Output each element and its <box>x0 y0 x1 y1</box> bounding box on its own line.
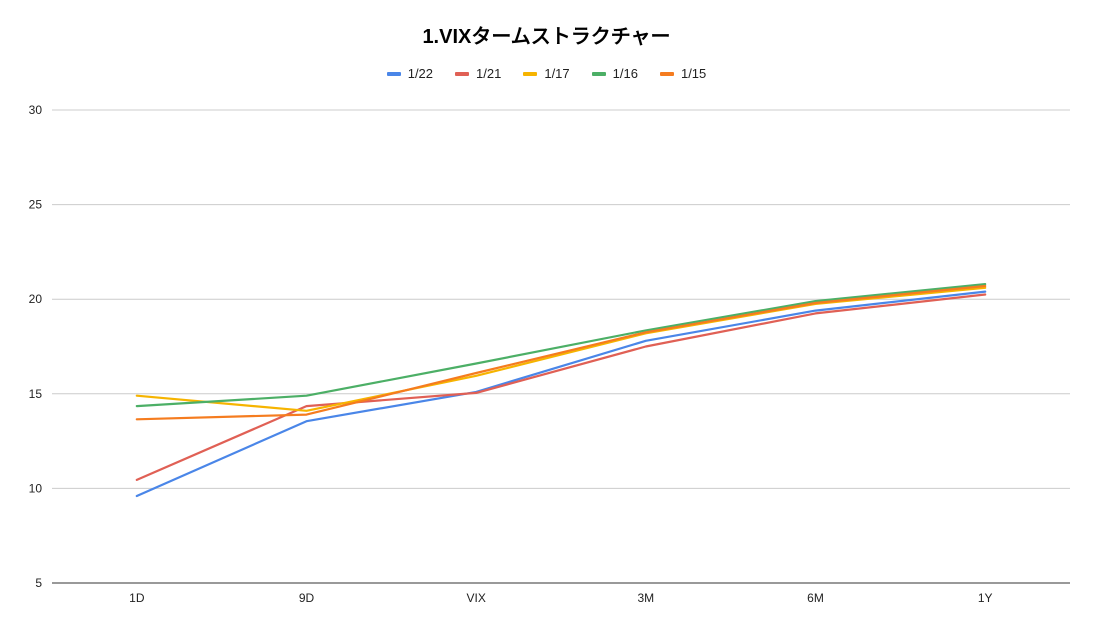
y-tick-label: 30 <box>29 103 43 117</box>
legend-item[interactable]: 1/22 <box>386 66 434 81</box>
legend-swatch <box>659 71 674 76</box>
legend-label: 1/21 <box>476 66 502 81</box>
legend-item[interactable]: 1/21 <box>455 66 501 81</box>
x-tick-label: VIX <box>466 591 485 605</box>
legend-item[interactable]: 1/15 <box>659 66 707 81</box>
x-tick-label: 9D <box>299 591 315 605</box>
legend-label: 1/22 <box>407 66 434 81</box>
legend-swatch <box>523 71 538 76</box>
legend-item[interactable]: 1/16 <box>591 66 638 81</box>
series-line-1-21 <box>135 293 987 481</box>
legend-item[interactable]: 1/17 <box>523 66 570 81</box>
legend-label: 1/17 <box>544 66 570 81</box>
series-line-1-22 <box>135 290 987 498</box>
series-line-1-15 <box>135 284 987 421</box>
y-tick-label: 15 <box>29 387 43 401</box>
x-tick-label: 1D <box>129 591 145 605</box>
legend-swatch <box>386 71 401 76</box>
legend-swatch <box>591 71 606 76</box>
y-tick-label: 25 <box>29 198 43 212</box>
x-tick-label: 1Y <box>978 591 993 605</box>
y-tick-label: 20 <box>29 292 43 306</box>
x-tick-label: 3M <box>637 591 654 605</box>
y-tick-label: 5 <box>35 576 42 590</box>
legend-swatch <box>455 71 470 76</box>
legend: 1/22 1/21 1/17 1/16 1/15 <box>0 66 1093 81</box>
x-tick-label: 6M <box>807 591 824 605</box>
chart-title: 1.VIXタームストラクチャー <box>422 26 671 48</box>
legend-label: 1/15 <box>680 66 707 81</box>
series-line-1-16 <box>135 283 987 408</box>
legend-label: 1/16 <box>612 66 638 81</box>
y-tick-label: 10 <box>29 481 43 495</box>
